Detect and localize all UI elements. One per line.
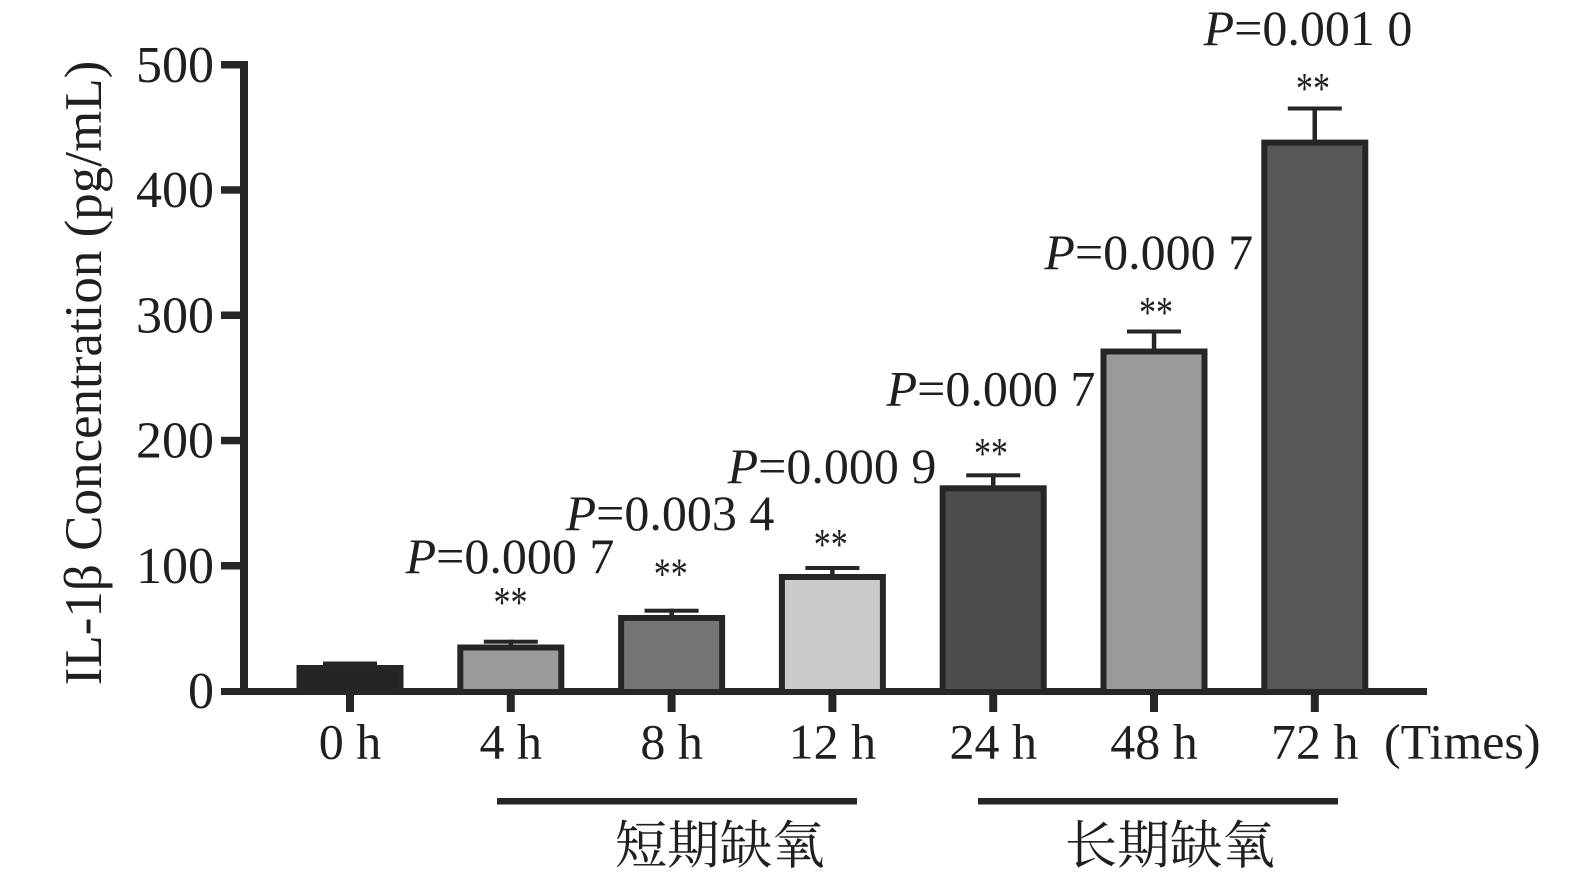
svg-text:72 h: 72 h xyxy=(1271,714,1359,770)
svg-text:P=0.000 7: P=0.000 7 xyxy=(405,528,615,584)
svg-text:**: ** xyxy=(1296,64,1330,113)
svg-text:0: 0 xyxy=(188,663,214,720)
svg-text:300: 300 xyxy=(136,287,214,344)
svg-text:8 h: 8 h xyxy=(640,714,703,770)
svg-text:400: 400 xyxy=(136,162,214,219)
svg-text:(Times): (Times) xyxy=(1384,714,1541,770)
svg-text:**: ** xyxy=(974,429,1008,478)
svg-text:P=0.000 7: P=0.000 7 xyxy=(1043,224,1253,280)
svg-text:IL-1β Concentration (pg/mL): IL-1β Concentration (pg/mL) xyxy=(55,61,113,686)
svg-text:P=0.000 7: P=0.000 7 xyxy=(886,360,1096,416)
svg-text:500: 500 xyxy=(136,37,214,94)
svg-text:**: ** xyxy=(654,549,688,598)
svg-text:0 h: 0 h xyxy=(319,714,382,770)
svg-text:4 h: 4 h xyxy=(480,714,543,770)
svg-text:P=0.003 4: P=0.003 4 xyxy=(565,485,775,541)
svg-text:200: 200 xyxy=(136,413,214,470)
svg-text:24 h: 24 h xyxy=(949,714,1037,770)
svg-text:100: 100 xyxy=(136,538,214,595)
svg-text:P=0.001 0: P=0.001 0 xyxy=(1203,0,1413,56)
svg-text:**: ** xyxy=(494,578,528,627)
svg-text:**: ** xyxy=(1139,288,1173,337)
svg-text:12 h: 12 h xyxy=(789,714,877,770)
svg-text:**: ** xyxy=(814,520,848,569)
svg-text:48 h: 48 h xyxy=(1110,714,1198,770)
svg-text:P=0.000 9: P=0.000 9 xyxy=(727,438,937,494)
